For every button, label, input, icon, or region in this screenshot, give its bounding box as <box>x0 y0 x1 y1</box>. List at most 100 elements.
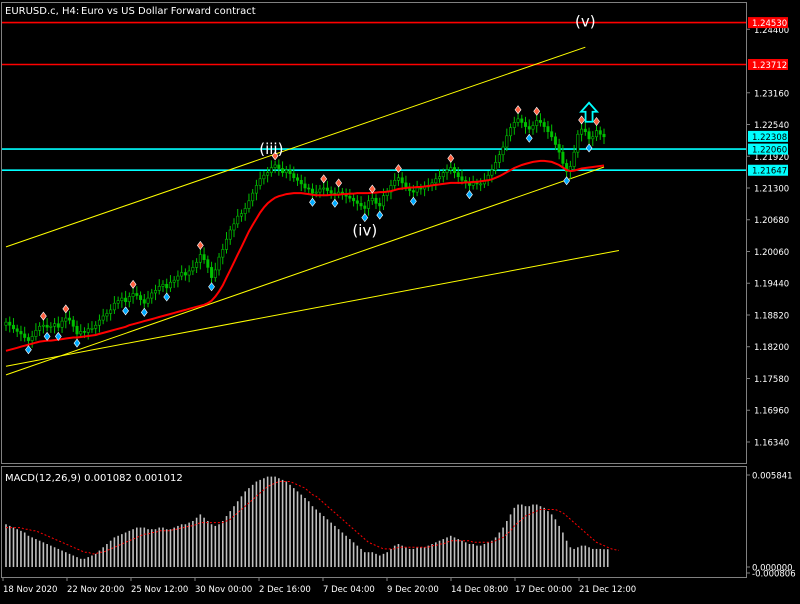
price-tick-label: 1.17580 <box>754 375 789 385</box>
candle-body <box>210 267 214 278</box>
candle-body <box>359 203 363 207</box>
candle-body <box>146 297 150 304</box>
candle-body <box>550 131 554 138</box>
candle-body <box>26 337 30 341</box>
candle-body <box>352 197 356 202</box>
candle-body <box>329 190 333 194</box>
price-tick-label: 1.19440 <box>754 280 789 290</box>
candle-body <box>557 144 561 153</box>
price-label: 1.24530 <box>752 19 787 29</box>
candle-body <box>374 197 378 204</box>
price-tick-label: 1.20060 <box>754 248 789 258</box>
candle-body <box>19 331 23 335</box>
macd-tick-label: -0.000806 <box>752 570 796 580</box>
price-label-box <box>748 143 788 155</box>
candle-body <box>4 321 8 326</box>
fractal-down-marker <box>585 143 593 153</box>
fractal-down-marker <box>122 306 129 316</box>
candle-body <box>150 292 154 299</box>
candle-body <box>154 290 158 294</box>
up-arrow-icon <box>579 101 600 123</box>
candle-body <box>475 182 479 185</box>
candle-body <box>494 162 498 171</box>
candle-body <box>434 178 438 184</box>
macd-panel-frame <box>1 466 747 578</box>
candle-body <box>281 168 285 173</box>
candle-body <box>299 180 303 185</box>
candle-body <box>393 180 397 186</box>
time-tick-label: 7 Dec 04:00 <box>323 585 375 595</box>
candle-body <box>217 256 221 271</box>
candle-body <box>180 272 184 277</box>
candle-body <box>292 173 296 179</box>
candle-body <box>213 269 217 278</box>
candle-body <box>15 328 19 332</box>
fractal-down-marker <box>163 292 171 302</box>
time-tick-label: 14 Dec 08:00 <box>451 585 508 595</box>
candle-body <box>38 325 42 331</box>
candle-body <box>8 321 12 326</box>
candle-body <box>71 319 75 327</box>
macd-tick-label: 0.005841 <box>752 472 793 482</box>
candle-body <box>68 317 72 321</box>
candle-body <box>139 295 143 300</box>
macd-indicator <box>5 476 619 567</box>
candle-body <box>572 151 576 167</box>
fractal-down-marker <box>410 196 417 206</box>
time-tick-label: 2 Dec 16:00 <box>259 585 311 595</box>
fractal-markers <box>25 105 600 355</box>
candle-body <box>228 229 232 240</box>
price-label-box <box>748 164 788 176</box>
candle-body <box>516 118 520 123</box>
fractal-down-marker <box>525 133 533 143</box>
candle-body <box>284 169 288 173</box>
candle-body <box>273 164 277 168</box>
candle-body <box>602 133 606 138</box>
fractal-down-marker <box>54 331 62 341</box>
chart-symbol: EURUSD.c, H4: <box>5 6 79 17</box>
candle-body <box>127 296 131 302</box>
fractal-up-marker <box>593 117 600 127</box>
candle-body <box>307 187 311 190</box>
horizontal-levels <box>2 21 746 172</box>
candle-body <box>509 127 513 137</box>
candle-body <box>277 164 281 169</box>
candle-body <box>355 200 359 204</box>
candle-body <box>565 163 569 172</box>
candle-body <box>400 177 404 184</box>
candle-body <box>82 331 86 333</box>
candle-body <box>445 169 449 173</box>
candle-body <box>520 118 524 123</box>
candle-body <box>135 293 139 296</box>
channel-line-2 <box>5 249 620 367</box>
fractal-up-marker <box>196 240 204 250</box>
candle-body <box>53 323 57 327</box>
candle-body <box>490 169 494 176</box>
candle-body <box>367 200 371 209</box>
candle-body <box>314 191 318 194</box>
fractal-up-marker <box>320 174 328 184</box>
candle-body <box>86 328 90 333</box>
candle-body <box>262 174 266 180</box>
candle-body <box>191 267 195 272</box>
wave-label: (iv) <box>352 222 377 240</box>
candle-body <box>258 178 262 186</box>
candle-body <box>56 323 60 328</box>
candle-body <box>471 182 475 186</box>
candle-body <box>161 283 165 287</box>
fractal-down-marker <box>361 213 369 223</box>
candle-body <box>105 313 109 317</box>
candle-body <box>60 320 64 328</box>
fractal-down-marker <box>331 198 339 208</box>
candle-body <box>370 197 374 202</box>
fractal-down-marker <box>140 307 148 317</box>
candle-body <box>348 195 352 199</box>
candle-body <box>187 270 191 276</box>
candle-body <box>269 167 273 173</box>
candle-body <box>11 324 15 330</box>
candle-body <box>243 208 247 214</box>
price-tick-label: 1.22540 <box>754 121 789 131</box>
